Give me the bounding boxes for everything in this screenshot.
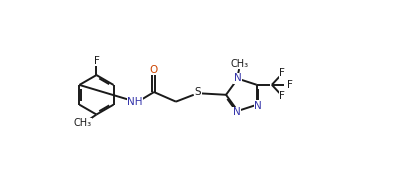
Text: S: S bbox=[195, 87, 201, 97]
Text: N: N bbox=[232, 107, 240, 117]
Text: CH₃: CH₃ bbox=[230, 59, 249, 69]
Text: F: F bbox=[279, 91, 285, 101]
Text: F: F bbox=[279, 68, 285, 78]
Text: N: N bbox=[234, 73, 242, 83]
Text: N: N bbox=[254, 101, 262, 111]
Text: CH₃: CH₃ bbox=[73, 118, 91, 128]
Text: O: O bbox=[150, 65, 158, 75]
Text: NH: NH bbox=[127, 97, 143, 107]
Text: F: F bbox=[93, 56, 99, 66]
Text: F: F bbox=[287, 80, 293, 90]
